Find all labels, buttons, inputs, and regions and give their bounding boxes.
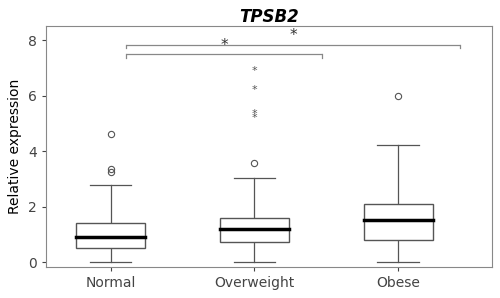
Bar — [364, 204, 432, 240]
Bar — [76, 223, 145, 248]
Text: *: * — [252, 113, 257, 123]
Text: *: * — [220, 38, 228, 53]
Text: *: * — [252, 85, 257, 95]
Title: TPSB2: TPSB2 — [239, 8, 298, 26]
Bar — [220, 218, 289, 243]
Text: *: * — [252, 109, 257, 119]
Y-axis label: Relative expression: Relative expression — [8, 79, 22, 214]
Text: *: * — [290, 28, 297, 44]
Text: *: * — [252, 66, 257, 77]
